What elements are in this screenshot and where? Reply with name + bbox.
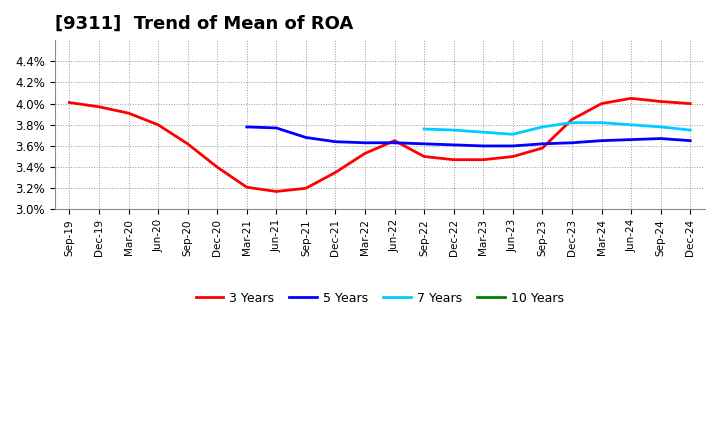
- 3 Years: [449, 157, 458, 162]
- 3 Years: [331, 170, 340, 175]
- 5 Years: [243, 124, 251, 129]
- 7 Years: [567, 120, 576, 125]
- 7 Years: [508, 132, 517, 137]
- 5 Years: [449, 142, 458, 147]
- 3 Years: [686, 101, 695, 106]
- 3 Years: [361, 151, 369, 156]
- 7 Years: [449, 128, 458, 133]
- Line: 7 Years: 7 Years: [424, 123, 690, 134]
- 5 Years: [657, 136, 665, 141]
- 3 Years: [94, 104, 103, 110]
- 5 Years: [390, 140, 399, 145]
- 7 Years: [538, 124, 546, 129]
- 5 Years: [686, 138, 695, 143]
- 7 Years: [657, 124, 665, 129]
- Text: [9311]  Trend of Mean of ROA: [9311] Trend of Mean of ROA: [55, 15, 353, 33]
- 5 Years: [420, 141, 428, 147]
- 5 Years: [331, 139, 340, 144]
- 7 Years: [627, 122, 636, 128]
- 3 Years: [272, 189, 281, 194]
- Legend: 3 Years, 5 Years, 7 Years, 10 Years: 3 Years, 5 Years, 7 Years, 10 Years: [191, 287, 569, 310]
- 5 Years: [627, 137, 636, 142]
- 3 Years: [213, 165, 222, 170]
- 3 Years: [508, 154, 517, 159]
- 3 Years: [567, 117, 576, 122]
- 3 Years: [479, 157, 487, 162]
- 3 Years: [538, 146, 546, 151]
- 3 Years: [390, 138, 399, 143]
- 3 Years: [184, 141, 192, 147]
- 3 Years: [124, 110, 132, 116]
- 3 Years: [420, 154, 428, 159]
- Line: 3 Years: 3 Years: [69, 98, 690, 191]
- 7 Years: [420, 126, 428, 132]
- 5 Years: [361, 140, 369, 145]
- 5 Years: [479, 143, 487, 149]
- 3 Years: [243, 185, 251, 190]
- 3 Years: [154, 122, 163, 128]
- 7 Years: [686, 128, 695, 133]
- 7 Years: [479, 129, 487, 135]
- Line: 5 Years: 5 Years: [247, 127, 690, 146]
- 3 Years: [597, 101, 606, 106]
- 5 Years: [567, 140, 576, 145]
- 3 Years: [65, 100, 73, 105]
- 5 Years: [302, 135, 310, 140]
- 3 Years: [302, 186, 310, 191]
- 7 Years: [597, 120, 606, 125]
- 5 Years: [597, 138, 606, 143]
- 5 Years: [538, 141, 546, 147]
- 3 Years: [657, 99, 665, 104]
- 3 Years: [627, 95, 636, 101]
- 5 Years: [272, 125, 281, 131]
- 5 Years: [508, 143, 517, 149]
